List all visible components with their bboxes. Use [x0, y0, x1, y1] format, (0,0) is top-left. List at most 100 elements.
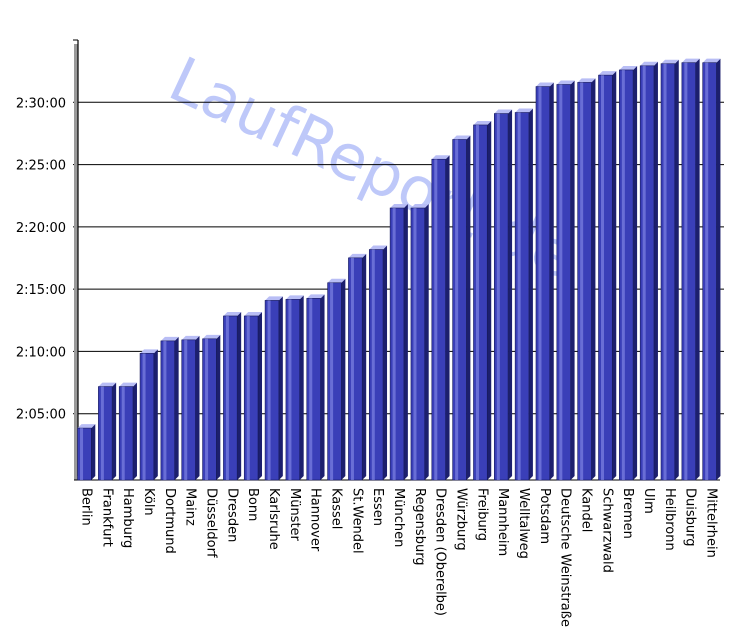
bar: [619, 65, 638, 481]
bar-highlight: [309, 298, 313, 480]
bar-highlight: [350, 257, 354, 480]
bar-side: [195, 335, 200, 480]
bar-highlight: [642, 65, 646, 481]
x-tick-label: Köln: [141, 488, 156, 516]
bar: [556, 80, 575, 481]
bar-highlight: [600, 75, 605, 481]
bar-top: [140, 349, 158, 354]
bar: [77, 424, 96, 481]
bar-top: [285, 295, 304, 300]
bar-highlight: [413, 208, 417, 480]
bar: [389, 204, 408, 481]
bar-front: [702, 62, 717, 481]
bar-front: [348, 257, 363, 481]
bar-side: [424, 204, 429, 480]
bar-top: [556, 80, 575, 85]
x-tick-label: Hannover: [308, 488, 323, 552]
bar-side: [695, 58, 700, 480]
bar-front: [306, 298, 321, 481]
bar-front: [118, 386, 134, 481]
bar-highlight: [496, 113, 500, 481]
bar: [139, 349, 158, 481]
bar-front: [619, 69, 634, 481]
bar-side: [132, 382, 137, 480]
bar-front: [181, 339, 196, 481]
x-tick-label: Dresden: [224, 488, 239, 542]
bar-side: [299, 295, 304, 480]
bar-top: [160, 336, 179, 341]
y-tick-label: 2:20:00: [16, 221, 66, 236]
bar-top: [577, 78, 596, 83]
bar: [473, 120, 492, 481]
bar-top: [661, 59, 679, 64]
bar: [452, 135, 471, 481]
y-tick-label: 2:30:00: [16, 96, 66, 111]
bar-highlight: [475, 124, 479, 480]
x-tick-label: Potsdam: [537, 488, 552, 544]
bar-front: [681, 62, 696, 481]
bar-top: [369, 245, 388, 250]
x-tick-label: Frankfurt: [99, 488, 114, 547]
bar-highlight: [205, 338, 209, 480]
bar-highlight: [434, 159, 438, 480]
bar-front: [598, 74, 613, 481]
bar-side: [508, 109, 513, 481]
bar: [410, 204, 429, 481]
bar-front: [139, 353, 155, 481]
bar-side: [216, 334, 221, 480]
bar-highlight: [580, 82, 584, 481]
y-tick-label: 2:15:00: [16, 283, 66, 298]
bar-highlight: [538, 86, 542, 481]
bars: [77, 58, 721, 481]
bar: [285, 295, 304, 481]
bar-highlight: [100, 386, 104, 480]
bar-front: [473, 124, 488, 481]
x-tick-label: Schwarzwald: [599, 488, 614, 573]
bar-front: [98, 386, 113, 481]
bar-front: [285, 299, 300, 481]
bar-highlight: [371, 249, 375, 480]
bar-highlight: [684, 62, 688, 480]
x-tick-label: Würzburg: [454, 488, 469, 551]
bar-side: [570, 80, 575, 480]
bar-top: [223, 311, 242, 316]
bar-top: [244, 311, 263, 316]
bar-top: [98, 382, 117, 387]
x-tick-label: München: [391, 488, 406, 547]
bar-side: [320, 294, 325, 480]
x-axis-labels: Berlin Frankfurt Hamburg Köln Dortmund Mainz D…: [78, 488, 718, 627]
x-tick-label: Duisburg: [683, 488, 698, 547]
x-tick-label: Essen: [370, 488, 385, 526]
bar: [702, 58, 721, 481]
bar-top: [640, 61, 658, 66]
bar-side: [278, 296, 283, 480]
bar-front: [410, 207, 426, 481]
bar-top: [452, 135, 471, 140]
bar-side: [174, 336, 179, 480]
bar-front: [535, 86, 551, 481]
bar-front: [556, 84, 571, 481]
bar-highlight: [705, 62, 709, 480]
x-tick-label: Mainz: [183, 488, 198, 526]
x-tick-label: Deutsche Weinstraße: [558, 488, 573, 627]
bar-side: [112, 382, 117, 480]
x-tick-label: St.Wendel: [349, 488, 364, 554]
bar-top: [494, 109, 513, 114]
bar-highlight: [559, 84, 563, 480]
bar: [494, 109, 513, 481]
bar-front: [368, 249, 384, 481]
bar: [681, 58, 700, 481]
y-axis-labels: 2:05:00 2:10:00 2:15:00 2:20:00 2:25:00 2:30:…: [16, 96, 66, 422]
bar-side: [549, 82, 554, 481]
bar-side: [528, 108, 533, 480]
bar-highlight: [142, 353, 146, 480]
bar-side: [362, 253, 367, 480]
bar: [160, 336, 179, 481]
bar-side: [633, 65, 638, 480]
bar-side: [91, 424, 96, 480]
bar-top: [535, 82, 554, 87]
bar-side: [445, 155, 450, 480]
y-axis-wall: [74, 44, 78, 480]
bar-top: [681, 58, 700, 63]
